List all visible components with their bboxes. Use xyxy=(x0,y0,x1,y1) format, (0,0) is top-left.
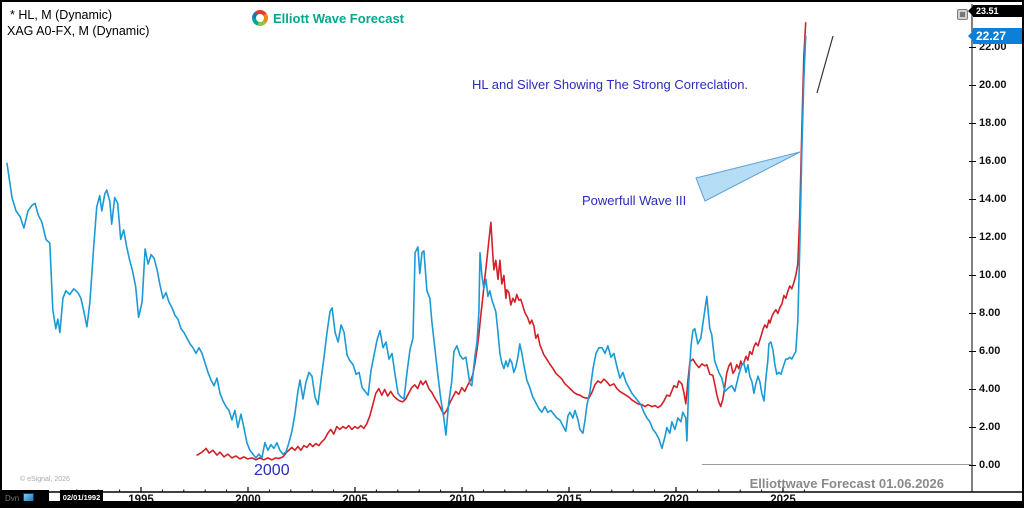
esignal-copyright: © eSignal, 2026 xyxy=(20,476,70,483)
ewf-logo-text: Elliott Wave Forecast xyxy=(273,10,404,26)
symbol-line-hl: * HL, M (Dynamic) xyxy=(10,8,113,22)
hl-last-price-badge: 22.27 xyxy=(968,28,1022,44)
series-line-xag xyxy=(196,21,807,461)
footer-brand: Elliottwave Forecast xyxy=(749,476,876,491)
symbol-line-xag: XAG A0-FX, M (Dynamic) xyxy=(7,24,150,38)
wave-pointer-triangle xyxy=(695,151,801,202)
price-scale-pin-icon[interactable] xyxy=(957,9,968,20)
dyn-button-label: Dyn xyxy=(5,493,20,503)
axis-ticks xyxy=(76,47,976,492)
xag-last-price-badge: 23.51 xyxy=(968,5,1022,17)
series-lines xyxy=(6,21,807,461)
bottom-border-bar xyxy=(2,501,1022,506)
year-2000-annotation: 2000 xyxy=(254,462,290,479)
symbol-legend: * HL, M (Dynamic) XAG A0-FX, M (Dynamic) xyxy=(7,7,149,39)
elliott-wave-forecast-logo: Elliott Wave Forecast xyxy=(252,10,404,26)
footer-brand-date: Elliottwave Forecast 01.06.2026 xyxy=(750,476,944,491)
series-line-hl xyxy=(6,35,807,459)
footer-date: 01.06.2026 xyxy=(878,476,944,491)
wave-iii-annotation: Powerfull Wave III xyxy=(582,193,687,208)
trendline-annotation xyxy=(816,35,834,94)
correlation-annotation: HL and Silver Showing The Strong Correcl… xyxy=(472,77,749,92)
ewf-logo-icon xyxy=(252,10,268,26)
